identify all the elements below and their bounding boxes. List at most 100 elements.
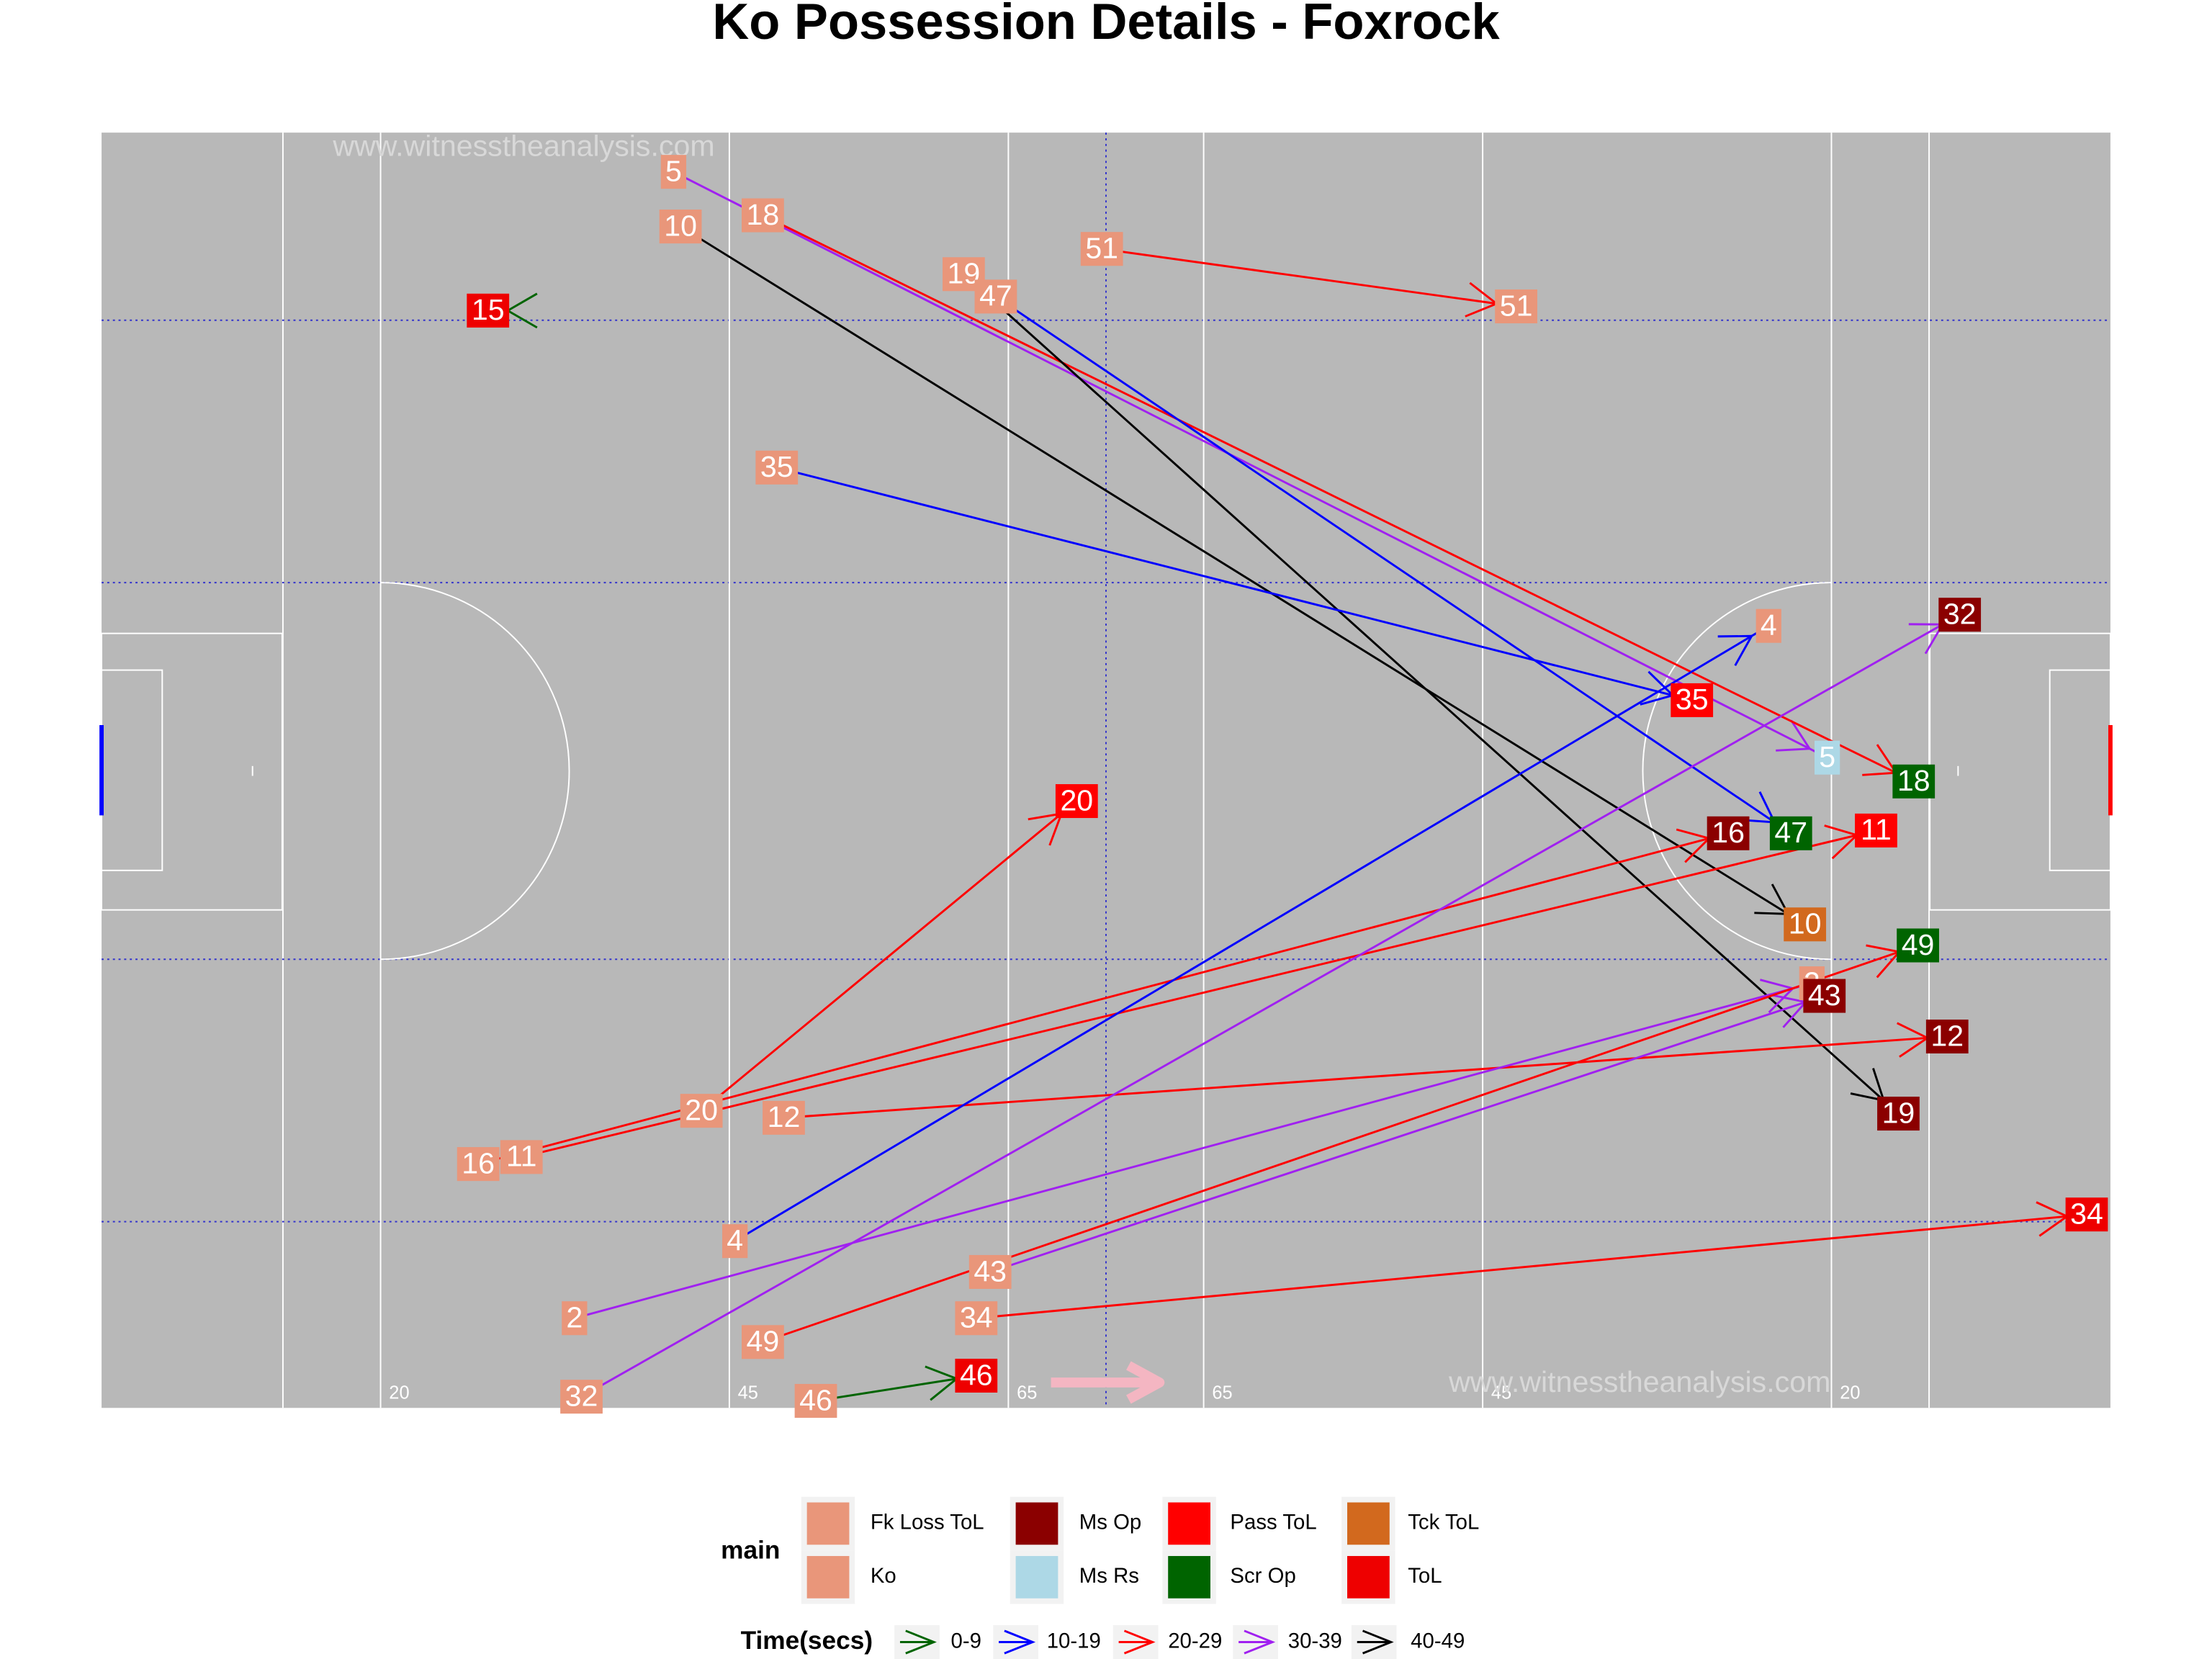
label-box xyxy=(742,198,784,233)
point-label: 11 xyxy=(506,1140,537,1173)
legend-label: Fk Loss ToL xyxy=(871,1511,984,1534)
label-box xyxy=(659,210,702,244)
legend-label: Pass ToL xyxy=(1230,1511,1316,1534)
legend-swatch xyxy=(1015,1502,1058,1545)
legend-title: main xyxy=(721,1536,780,1564)
possession-arrow xyxy=(815,1375,977,1402)
legend-title: Time(secs) xyxy=(741,1627,873,1655)
legend-label: 40-49 xyxy=(1411,1629,1465,1653)
arrow-head xyxy=(1717,634,1754,667)
point-label: 10 xyxy=(1789,907,1822,940)
legend-arrow xyxy=(1357,1629,1394,1655)
label-box xyxy=(1855,813,1897,848)
label-box xyxy=(467,293,510,328)
legend-label: 30-39 xyxy=(1288,1629,1342,1653)
possession-arrow xyxy=(783,1035,1948,1119)
arrow-head xyxy=(1776,719,1812,752)
point-label: 10 xyxy=(664,209,697,242)
point-label: 18 xyxy=(1897,764,1930,797)
point-label: 43 xyxy=(1808,979,1841,1012)
legend-swatch xyxy=(806,1555,850,1599)
point-label: 20 xyxy=(685,1093,718,1126)
point-label: 46 xyxy=(960,1358,993,1391)
label-box xyxy=(1671,683,1714,717)
label-box xyxy=(1080,232,1123,266)
label-box xyxy=(1897,928,1939,963)
label-box xyxy=(955,1358,998,1393)
label-box xyxy=(1892,764,1936,799)
x-tick-label: 65 xyxy=(1212,1382,1232,1403)
point-label: 47 xyxy=(1774,816,1807,849)
legend-arrow xyxy=(1118,1629,1156,1655)
point-label: 35 xyxy=(760,450,793,483)
point-label: 5 xyxy=(1819,740,1835,773)
point-label: 12 xyxy=(768,1100,801,1133)
label-box xyxy=(1938,598,1982,632)
legend-swatch xyxy=(1168,1555,1210,1599)
legend-arrow xyxy=(1238,1629,1276,1655)
label-box xyxy=(1755,608,1781,643)
label-box xyxy=(1877,1097,1920,1131)
point-label: 35 xyxy=(1676,683,1709,716)
arc xyxy=(380,582,570,961)
legend-swatch xyxy=(1347,1555,1390,1599)
legend-swatch xyxy=(1168,1502,1210,1545)
possession-arrow xyxy=(521,829,1876,1159)
point-label: 51 xyxy=(1085,232,1118,265)
label-box xyxy=(500,1140,543,1174)
label-box xyxy=(974,279,1017,314)
point-label: 11 xyxy=(1861,813,1892,846)
label-box xyxy=(1925,1019,1969,1054)
label-box xyxy=(794,1384,837,1419)
point-label: 5 xyxy=(665,154,682,187)
point-label: 4 xyxy=(1761,608,1777,642)
label-box xyxy=(457,1147,500,1182)
point-label: 20 xyxy=(1060,783,1093,817)
possession-arrow xyxy=(989,994,1825,1273)
legend-label: 20-29 xyxy=(1168,1629,1222,1653)
point-label: 32 xyxy=(565,1380,598,1413)
x-tick-label: 20 xyxy=(389,1382,409,1403)
label-box xyxy=(680,1094,723,1128)
label-box xyxy=(1784,907,1827,942)
legend-swatch xyxy=(1015,1555,1058,1599)
point-label: 15 xyxy=(472,293,505,326)
point-label: 49 xyxy=(1902,928,1935,961)
point-label: 2 xyxy=(566,1301,583,1334)
point-label: 4 xyxy=(727,1223,743,1256)
possession-arrow xyxy=(580,613,1961,1398)
legend-label: Tck ToL xyxy=(1408,1511,1479,1534)
legend-swatch xyxy=(806,1502,850,1545)
legend-label: Ko xyxy=(871,1564,896,1588)
label-box xyxy=(742,1325,784,1359)
x-tick-label: 20 xyxy=(1840,1382,1860,1403)
possession-arrow xyxy=(762,214,1915,783)
legend-arrow xyxy=(999,1629,1036,1655)
label-box xyxy=(1707,816,1750,850)
label-box xyxy=(1803,979,1846,1013)
arrows xyxy=(477,171,2087,1402)
point-label: 12 xyxy=(1930,1019,1964,1052)
legend-swatch xyxy=(1347,1502,1390,1545)
point-label: 51 xyxy=(1500,289,1533,322)
point-label: 34 xyxy=(2070,1197,2103,1231)
possession-arrow xyxy=(673,171,1828,759)
label-box xyxy=(560,1380,603,1414)
point-label: 47 xyxy=(979,279,1012,313)
watermark: www.witnesstheanalysis.com xyxy=(1448,1365,1830,1398)
legend-label: Scr Op xyxy=(1230,1564,1295,1588)
legend-label: Ms Op xyxy=(1079,1511,1142,1534)
possession-arrow xyxy=(734,624,1770,1242)
label-box xyxy=(722,1224,748,1259)
label-box xyxy=(755,450,799,485)
label-box xyxy=(955,1301,998,1336)
possession-arrow xyxy=(776,466,1693,701)
label-box xyxy=(763,1100,805,1135)
label-box xyxy=(2065,1197,2108,1232)
possession-arrow xyxy=(701,800,1078,1112)
label-box xyxy=(968,1254,1012,1289)
label-box xyxy=(1495,289,1537,324)
labels: 1551810194751352016111243224349344615518… xyxy=(457,154,2108,1419)
